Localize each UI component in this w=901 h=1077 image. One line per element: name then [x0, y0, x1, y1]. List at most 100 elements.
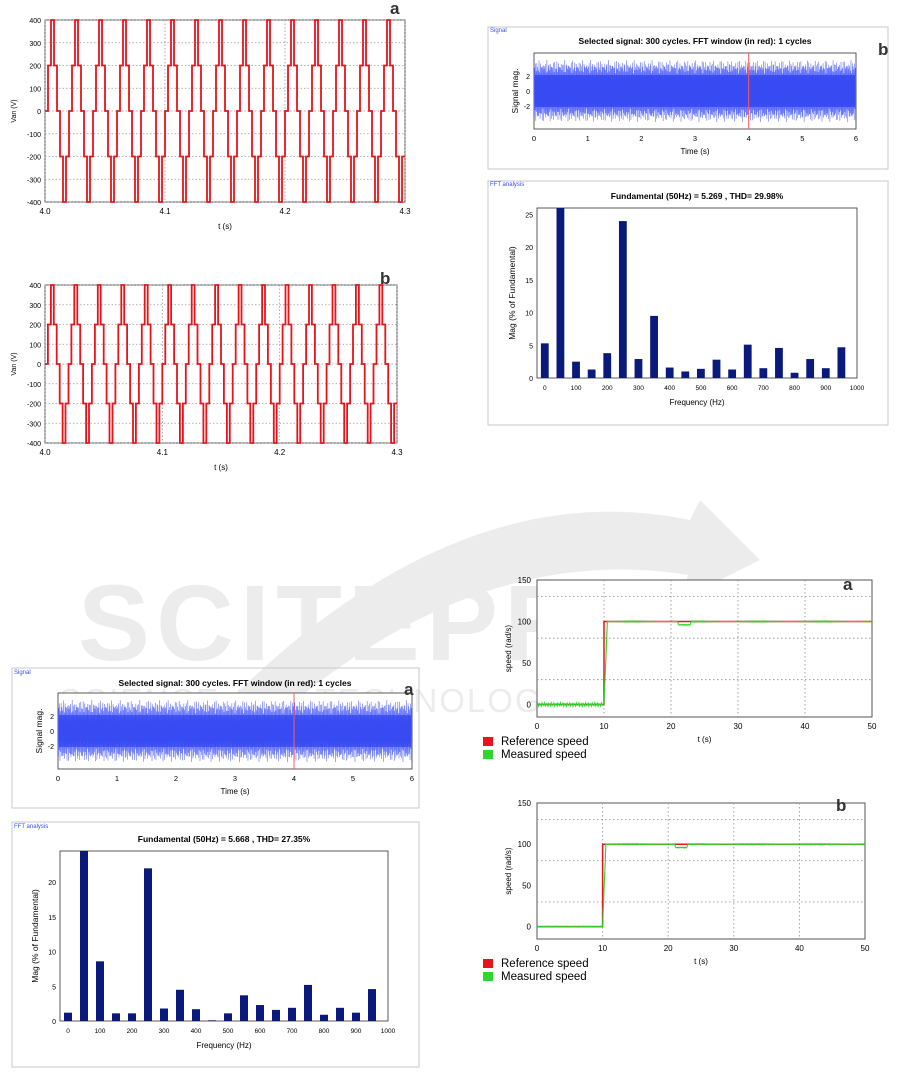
vanA-xtick-label: 4.0: [39, 207, 51, 216]
vanB-plot: 4.0 4.1 4.2 4.3 -400 -300 -200 -100 0 100 200 300 40…: [11, 269, 403, 472]
fftA-ytick-label: 0: [52, 1019, 56, 1026]
fftA-bar: [144, 868, 152, 1021]
vanA-xtick-label: 4.1: [159, 207, 171, 216]
sigA-xtick-label: 3: [233, 774, 237, 783]
speedA-plot: 0 10 20 30 40 50 0 50 100 150 t (s) speed (rad/s) a R…: [483, 575, 877, 761]
speedB-legend-meas-label: Measured speed: [501, 971, 587, 983]
fftB-bar: [759, 368, 768, 378]
sigA-ytick-label: 0: [50, 729, 54, 736]
speedB-xtick-label: 20: [664, 944, 673, 953]
speedA-legend-ref-swatch: [483, 737, 493, 746]
sigA-xtick-label: 5: [351, 774, 355, 783]
fftA-panel-title: FFT analysis: [14, 824, 48, 830]
fftB-xtick-label: 700: [758, 385, 769, 392]
signal-a-frame: [11, 667, 420, 809]
speedB-xlabel: t (s): [694, 957, 708, 966]
fft-a-frame: [11, 821, 420, 1068]
fftB-bar: [712, 359, 721, 378]
speedB-ytick-label: 100: [518, 840, 532, 849]
vanB-xtick-label: 4.1: [157, 448, 169, 457]
sigA-plot: Signal Selected signal: 300 cycles. FFT w…: [14, 670, 414, 796]
vanB-xtick-label: 4.2: [274, 448, 286, 457]
speedA-ytick-label: 100: [518, 618, 532, 627]
fftA-xlabel: Frequency (Hz): [196, 1041, 251, 1050]
vanB-ytick-label: 200: [29, 323, 41, 330]
vanA-ytick-label: 100: [29, 86, 41, 93]
sigA-xtick-label: 4: [292, 774, 296, 783]
fftB-bar: [634, 359, 643, 378]
fftA-bar: [368, 989, 376, 1021]
speedA-xtick-label: 20: [667, 722, 676, 731]
fftB-bar: [743, 344, 752, 378]
vanB-ytick-label: 300: [29, 303, 41, 310]
fftB-ytick-label: 25: [525, 213, 533, 220]
vanA-ytick-label: 300: [29, 41, 41, 48]
speedB-ytick-label: 50: [522, 881, 531, 890]
speedA-ylabel: speed (rad/s): [504, 625, 513, 672]
sigA-xtick-label: 2: [174, 774, 178, 783]
fftB-bar: [681, 371, 690, 378]
fftA-bar: [80, 851, 88, 1021]
fftB-bar: [618, 221, 627, 378]
vanB-ytick-label: 0: [37, 362, 41, 369]
vanB-ytick-label: 400: [29, 283, 41, 290]
sigB-xtick-label: 5: [800, 134, 804, 143]
vanB-ytick-label: -300: [27, 421, 41, 428]
fft-b-frame: [487, 180, 889, 426]
speedA-subfigure-label: a: [843, 575, 853, 594]
vanB-subfigure-label: b: [380, 269, 390, 288]
sigA-xtick-label: 6: [410, 774, 414, 783]
fftA-bar: [304, 984, 312, 1021]
sigA-signal-core: [59, 715, 411, 747]
vanA-series-line: [45, 19, 405, 203]
fftA-ytick-label: 10: [48, 950, 56, 957]
fftB-xtick-label: 1000: [850, 385, 865, 392]
fftA-bar: [192, 1009, 200, 1021]
sigA-title: Selected signal: 300 cycles. FFT window …: [119, 678, 352, 688]
speedA-xtick-label: 0: [535, 722, 540, 731]
vanA-ytick-label: 0: [37, 109, 41, 116]
fftB-ytick-label: 20: [525, 245, 533, 252]
speedB-plot: 0 10 20 30 40 50 0 50 100 150 t (s) speed (rad/s) b R…: [483, 796, 870, 983]
sigB-panel-title: Signal: [490, 28, 507, 34]
fftB-xlabel: Frequency (Hz): [669, 398, 724, 407]
fftA-bar: [176, 989, 184, 1021]
sigB-xtick-label: 0: [532, 134, 536, 143]
fftB-bar: [665, 367, 674, 378]
fftB-ylabel: Mag (% of Fundamental): [507, 246, 517, 340]
fftA-bar: [128, 1013, 136, 1021]
speedB-ytick-label: 0: [527, 923, 532, 932]
speedB-measured-line: [536, 842, 866, 928]
fftB-bar: [821, 368, 830, 378]
vanA-subfigure-label: a: [390, 0, 400, 18]
sigB-plot: Signal Selected signal: 300 cycles. FFT w…: [490, 28, 888, 156]
speedA-xtick-label: 30: [734, 722, 743, 731]
speedB-xtick-label: 40: [795, 944, 804, 953]
speedA-xtick-label: 10: [600, 722, 609, 731]
fftA-bar: [112, 1013, 120, 1021]
fftB-bar: [728, 369, 737, 378]
vanA-ytick-label: 400: [29, 18, 41, 25]
vanB-xtick-label: 4.0: [39, 448, 51, 457]
fftA-bar: [64, 1012, 72, 1021]
sigA-ylabel: Signal mag.: [34, 709, 44, 754]
sigA-series-line: [57, 699, 413, 763]
fftB-bar: [603, 353, 612, 378]
fftB-axes-frame: [536, 207, 858, 379]
vanA-ytick-label: -400: [27, 200, 41, 207]
sigB-xtick-label: 3: [693, 134, 697, 143]
sigA-ytick-label: -2: [48, 744, 54, 751]
fftA-ytick-label: 20: [48, 880, 56, 887]
fftA-bar: [224, 1013, 232, 1021]
fftA-bar: [208, 1020, 216, 1021]
fftB-xtick-label: 100: [571, 385, 582, 392]
speedB-legend-meas-swatch: [483, 972, 493, 981]
fftB-ytick-label: 10: [525, 311, 533, 318]
fftB-xtick-label: 300: [633, 385, 644, 392]
sigB-title: Selected signal: 300 cycles. FFT window …: [579, 36, 812, 46]
speedA-ytick-label: 150: [518, 576, 532, 585]
sigB-ytick-label: -2: [524, 104, 530, 111]
vanA-ytick-label: 200: [29, 64, 41, 71]
sigB-xlabel: Time (s): [680, 147, 709, 156]
